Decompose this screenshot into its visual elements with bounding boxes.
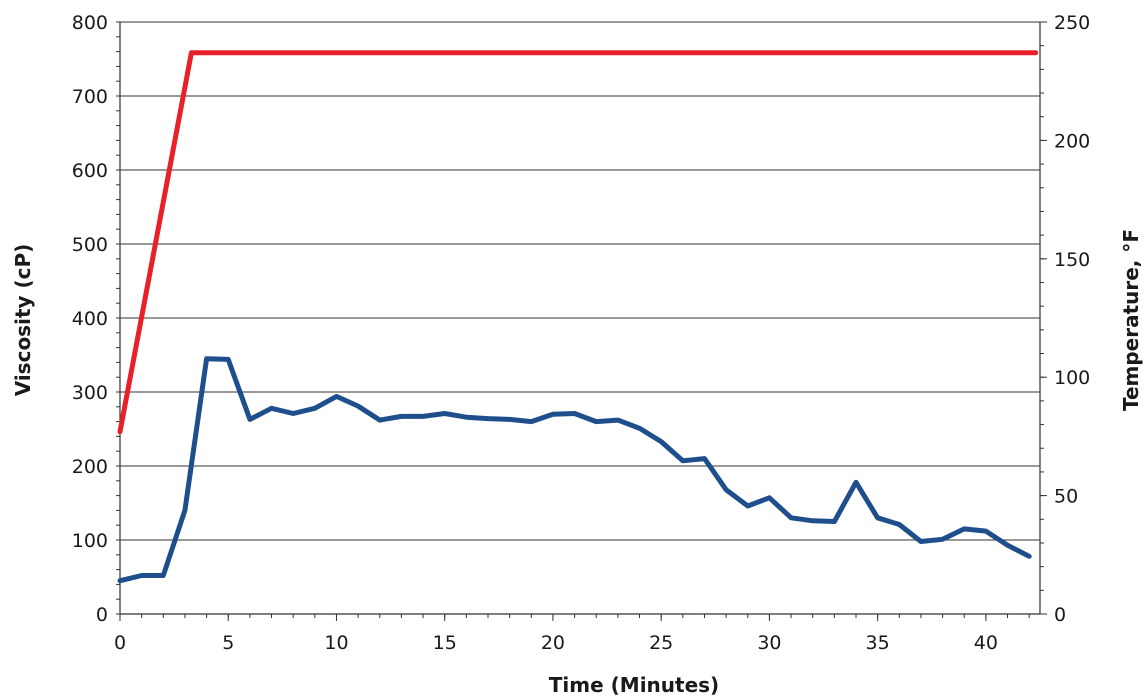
- x-tick-label-4: 20: [541, 632, 565, 654]
- x-tick-label-3: 15: [433, 632, 457, 654]
- x-tick-label-7: 35: [866, 632, 890, 654]
- y2-tick-label-0: 0: [1054, 604, 1066, 626]
- x-tick-label-5: 25: [649, 632, 673, 654]
- x-tick-label-6: 30: [757, 632, 781, 654]
- x-tick-label-8: 40: [974, 632, 998, 654]
- y-tick-label-8: 800: [72, 12, 108, 34]
- y2-tick-label-5: 250: [1054, 12, 1090, 34]
- y-tick-label-4: 400: [72, 308, 108, 330]
- tick-labels: 0100200300400500600700800050100150200250…: [72, 12, 1091, 654]
- y-tick-label-3: 300: [72, 382, 108, 404]
- x-tick-label-2: 10: [324, 632, 348, 654]
- temperature-series-line: [117, 50, 1039, 435]
- gridlines: [120, 21, 1040, 541]
- x-tick-label-0: 0: [114, 632, 126, 654]
- y-axis-title: Viscosity (cP): [11, 244, 35, 397]
- x-axis-title: Time (Minutes): [549, 673, 719, 697]
- y-tick-label-7: 700: [72, 86, 108, 108]
- y2-axis-title: Temperature, °F: [1119, 229, 1143, 411]
- y2-tick-label-4: 200: [1054, 130, 1090, 152]
- y-tick-label-2: 200: [72, 456, 108, 478]
- x-tick-label-1: 5: [222, 632, 234, 654]
- y-tick-label-1: 100: [72, 530, 108, 552]
- axes: [116, 21, 1047, 621]
- y-tick-label-0: 0: [96, 604, 108, 626]
- y2-tick-label-2: 100: [1054, 367, 1090, 389]
- y2-tick-label-1: 50: [1054, 486, 1078, 508]
- y-tick-label-6: 600: [72, 160, 108, 182]
- y-tick-label-5: 500: [72, 234, 108, 256]
- y2-tick-label-3: 150: [1054, 249, 1090, 271]
- series-lines: [117, 50, 1039, 584]
